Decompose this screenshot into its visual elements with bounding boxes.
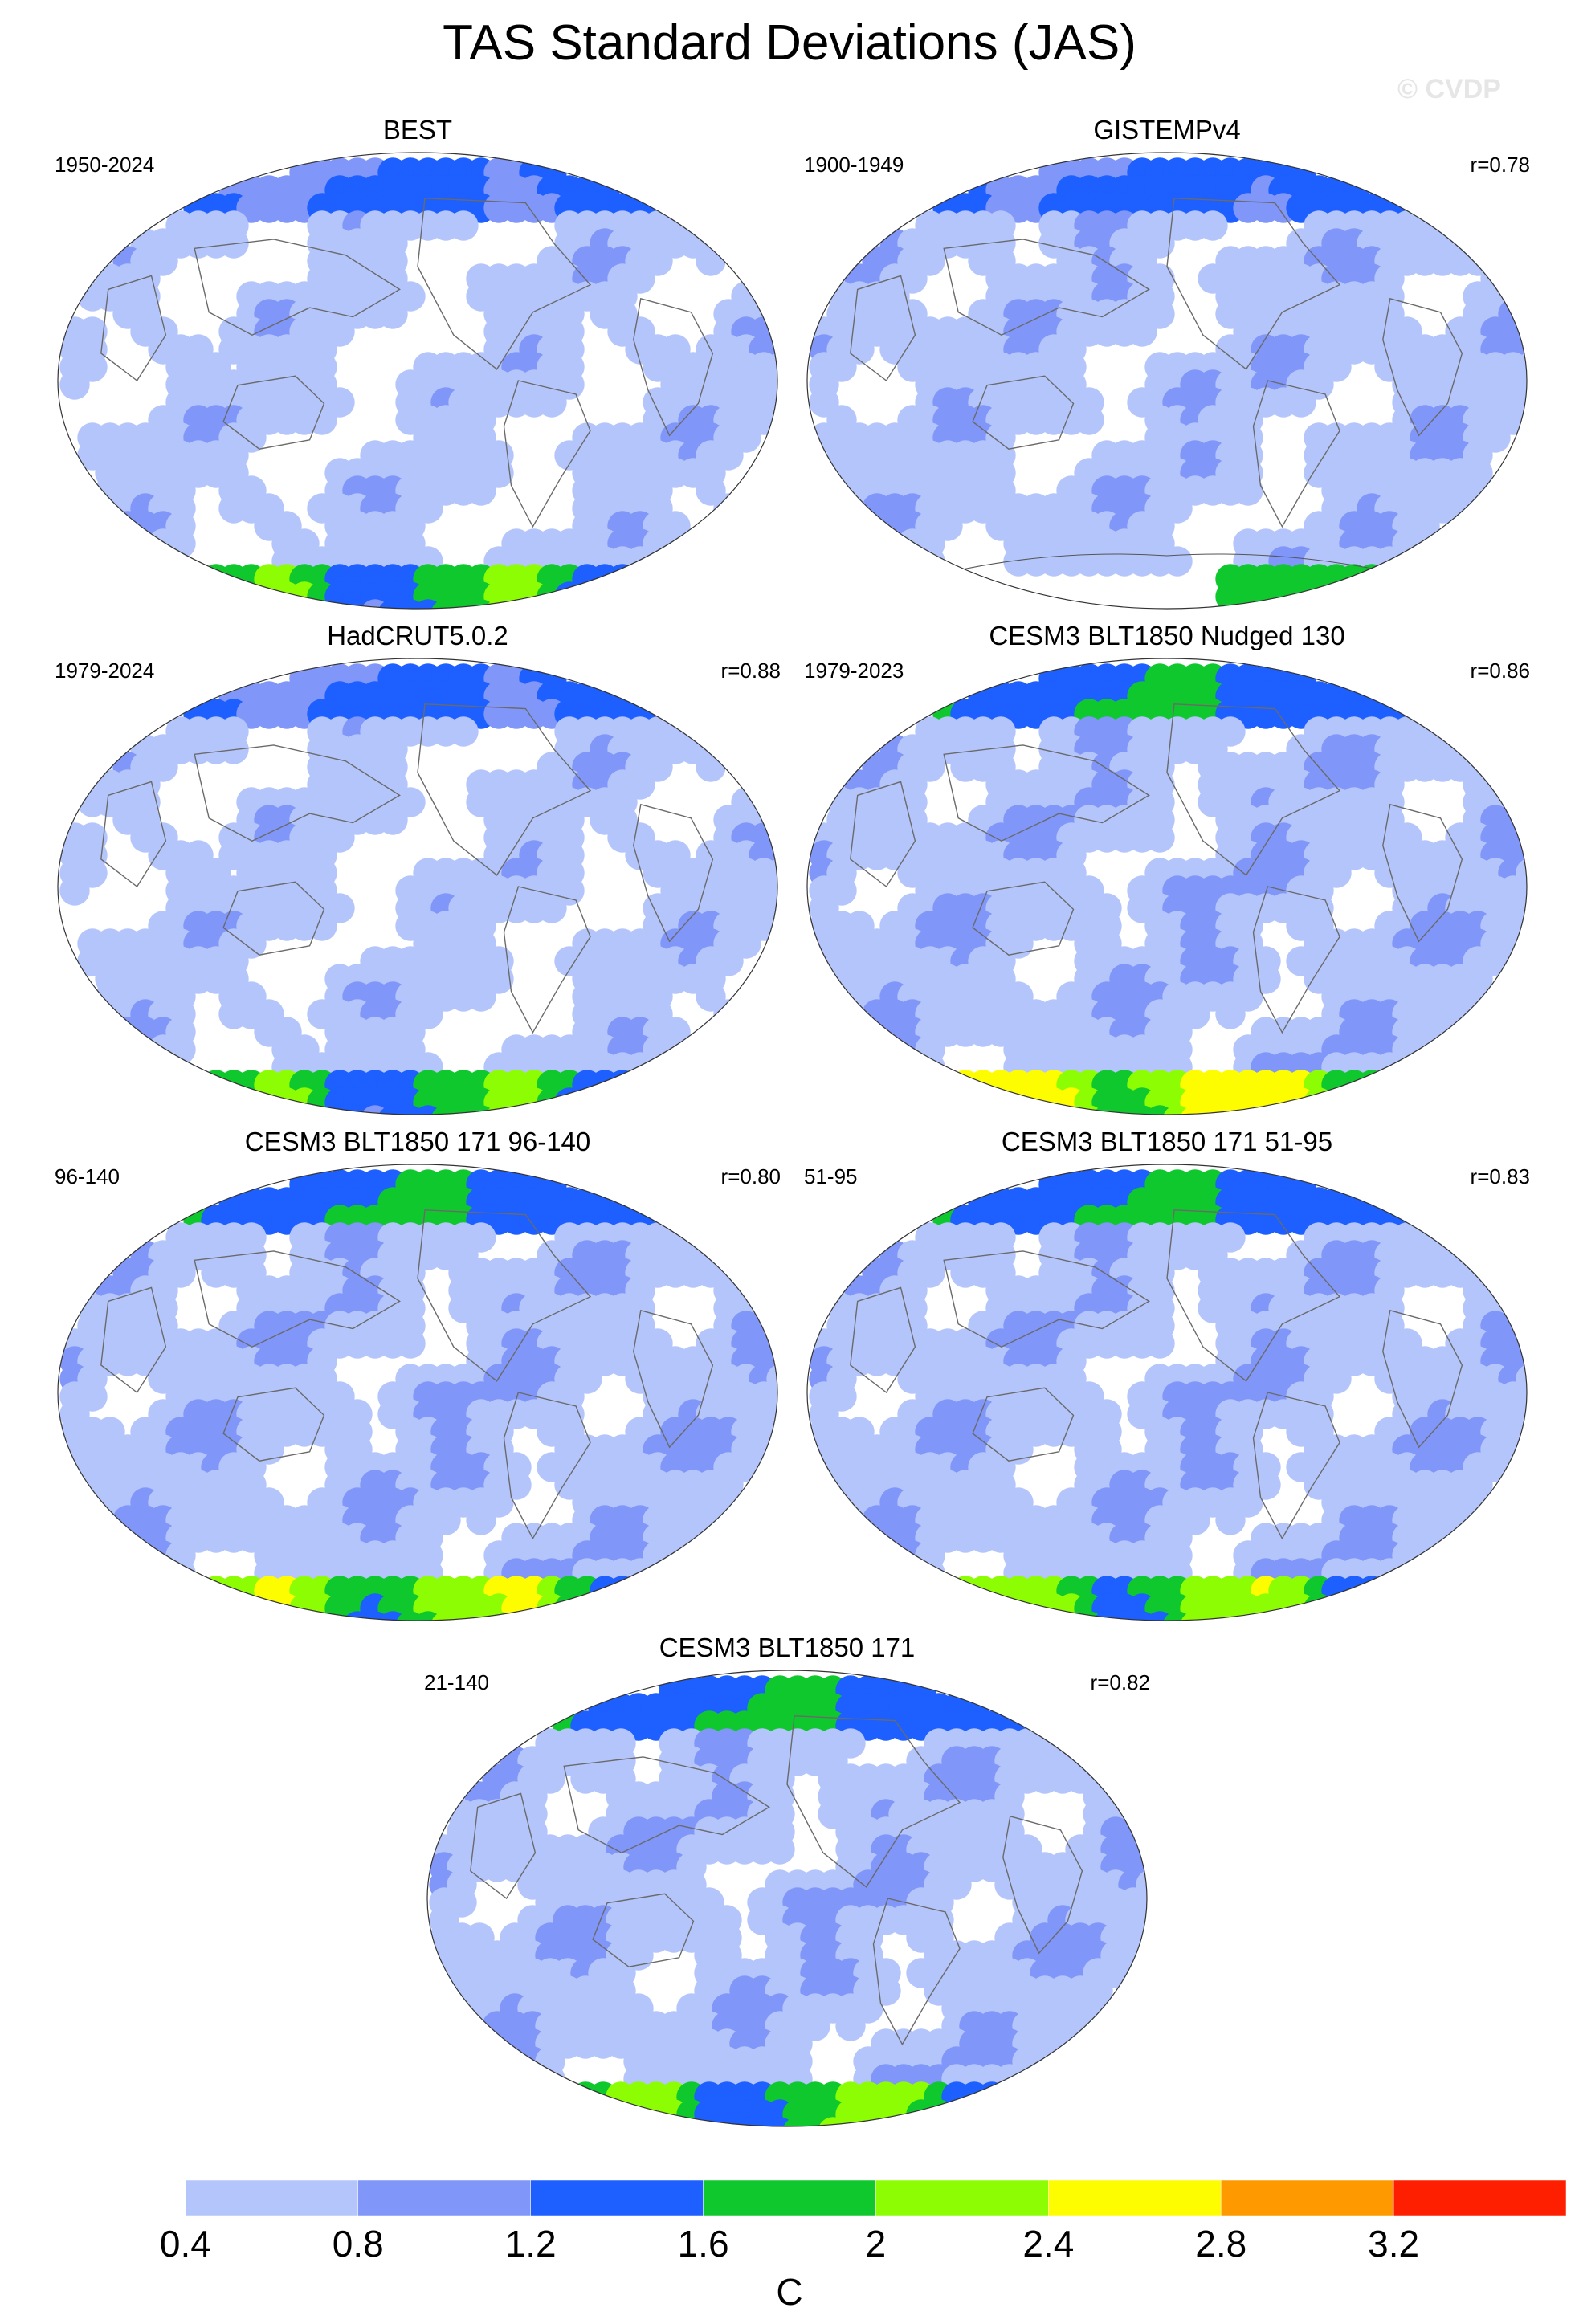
figure-title: TAS Standard Deviations (JAS) — [443, 15, 1136, 71]
panel-period: 1979-2024 — [55, 658, 155, 683]
colorbar-tick-label: 2.8 — [1195, 2223, 1246, 2265]
panel-correlation: r=0.78 — [1470, 153, 1530, 177]
panel-title: CESM3 BLT1850 171 — [659, 1633, 916, 1662]
colorbar-label: C — [776, 2271, 802, 2313]
map-panel: CESM3 BLT1850 171 21-140 r=0.82 — [418, 1632, 1157, 2134]
panel-title: BEST — [382, 115, 453, 145]
panel-period: 1950-2024 — [55, 153, 155, 177]
panel-title: CESM3 BLT1850 171 96-140 — [244, 1127, 591, 1156]
panel-period: 1900-1949 — [804, 153, 904, 177]
panel-title: CESM3 BLT1850 171 51-95 — [1001, 1127, 1333, 1156]
panel-correlation: r=0.80 — [720, 1164, 781, 1189]
map-panel: HadCRUT5.0.2 1979-2024 r=0.88 — [48, 620, 787, 1122]
world-map — [57, 658, 778, 1115]
colorbar-box — [875, 2179, 1049, 2216]
world-map — [426, 1670, 1148, 2127]
panel-period: 51-95 — [804, 1164, 858, 1189]
colorbar-box — [1393, 2179, 1567, 2216]
world-map — [57, 152, 778, 610]
colorbar-box — [1048, 2179, 1222, 2216]
colorbar-box — [530, 2179, 704, 2216]
panel-title: CESM3 BLT1850 Nudged 130 — [989, 621, 1345, 650]
panel-period: 1979-2023 — [804, 658, 904, 683]
world-map — [806, 152, 1528, 610]
colorbar-box — [185, 2179, 359, 2216]
panel-title: HadCRUT5.0.2 — [327, 621, 508, 650]
map-panel: CESM3 BLT1850 Nudged 130 1979-2023 r=0.86 — [798, 620, 1536, 1122]
panel-title: GISTEMPv4 — [1093, 115, 1241, 145]
watermark: © CVDP — [1397, 74, 1501, 104]
panel-correlation: r=0.82 — [1090, 1670, 1150, 1694]
map-panel: GISTEMPv4 1900-1949 r=0.78 — [798, 114, 1536, 616]
colorbar-tick-label: 2.4 — [1022, 2223, 1074, 2265]
colorbar-box — [12, 2179, 186, 2216]
panel-correlation: r=0.88 — [720, 658, 781, 683]
world-map — [806, 658, 1528, 1115]
colorbar-box — [703, 2179, 876, 2216]
panel-correlation: r=0.86 — [1470, 658, 1530, 683]
map-panel: BEST 1950-2024 — [48, 114, 787, 616]
world-map — [57, 1164, 778, 1621]
map-panel: CESM3 BLT1850 171 96-140 96-140 r=0.80 — [48, 1126, 787, 1628]
map-panel: CESM3 BLT1850 171 51-95 51-95 r=0.83 — [798, 1126, 1536, 1628]
colorbar-tick-label: 0.4 — [160, 2223, 211, 2265]
colorbar-tick-label: 1.2 — [505, 2223, 557, 2265]
colorbar-tick-label: 2 — [866, 2223, 887, 2265]
panel-period: 21-140 — [424, 1670, 489, 1694]
panel-period: 96-140 — [55, 1164, 120, 1189]
colorbar-tick-label: 3.2 — [1368, 2223, 1419, 2265]
colorbar-tick-label: 1.6 — [678, 2223, 729, 2265]
colorbar-box — [1220, 2179, 1394, 2216]
panel-correlation: r=0.83 — [1470, 1164, 1530, 1189]
world-map — [806, 1164, 1528, 1621]
colorbar-tick-label: 0.8 — [333, 2223, 384, 2265]
colorbar-box — [357, 2179, 531, 2216]
